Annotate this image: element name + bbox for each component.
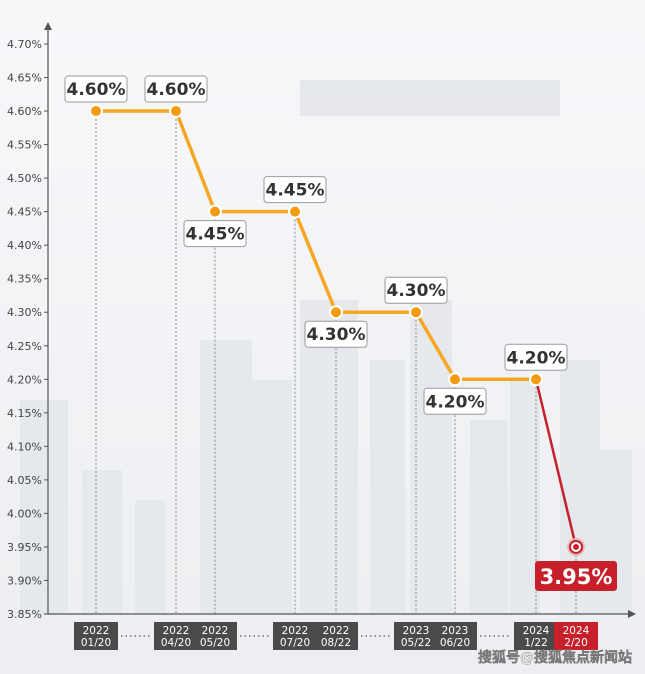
- value-label-box: [183, 220, 247, 248]
- y-tick-label: 4.35%: [7, 273, 42, 286]
- y-tick-label: 4.20%: [7, 373, 42, 386]
- date-day: 05/20: [200, 637, 230, 649]
- value-label-text: 4.20%: [507, 348, 566, 368]
- date-day: 1/22: [524, 637, 548, 649]
- date-year: 2022: [83, 625, 110, 637]
- value-label-box: [384, 276, 448, 304]
- date-box: [433, 622, 477, 650]
- date-day: 04/20: [161, 637, 191, 649]
- value-label-box: [304, 320, 368, 348]
- y-tick-label: 3.90%: [7, 574, 42, 587]
- data-value-label: 4.45%: [183, 220, 247, 248]
- y-tick-label: 4.55%: [7, 139, 42, 152]
- data-point-marker: [329, 305, 343, 320]
- x-axis-arrow: [628, 610, 636, 618]
- data-point-marker: [208, 204, 222, 219]
- date-box: [514, 622, 558, 650]
- data-value-label: 4.30%: [384, 276, 448, 304]
- value-label-text: 4.30%: [307, 325, 366, 345]
- y-tick-label: 4.60%: [7, 105, 42, 118]
- data-value-label: 4.30%: [304, 320, 368, 348]
- date-day: 05/22: [401, 637, 431, 649]
- data-point-marker: [288, 204, 302, 219]
- value-label-box: [64, 75, 128, 103]
- series-segment: [293, 209, 338, 314]
- y-tick-label: 4.45%: [7, 206, 42, 219]
- value-label-box: [504, 343, 568, 371]
- highlight-marker: [573, 543, 579, 550]
- value-label-text: 4.60%: [147, 80, 206, 100]
- highlight-label-text: 3.95%: [540, 565, 613, 589]
- y-tick-label: 4.70%: [7, 38, 42, 51]
- data-value-label: 4.60%: [64, 75, 128, 103]
- date-year: 2022: [282, 625, 309, 637]
- data-value-label: 4.20%: [423, 387, 487, 415]
- date-box: [74, 622, 118, 650]
- data-point-marker: [448, 372, 462, 387]
- value-label-text: 4.45%: [266, 181, 325, 201]
- series-segment: [414, 310, 457, 382]
- date-day: 01/20: [81, 637, 111, 649]
- date-box: [394, 622, 438, 650]
- value-label-text: 4.60%: [67, 80, 126, 100]
- data-value-label: 4.45%: [263, 176, 327, 204]
- y-tick-label: 4.10%: [7, 440, 42, 453]
- y-tick-label: 3.85%: [7, 608, 42, 621]
- date-box: [193, 622, 237, 650]
- data-point-marker: [409, 305, 423, 320]
- date-year: 2024: [523, 625, 550, 637]
- y-tick-label: 4.30%: [7, 306, 42, 319]
- data-point-marker: [169, 104, 183, 119]
- y-tick-label: 4.65%: [7, 72, 42, 85]
- date-day: 07/20: [280, 637, 310, 649]
- highlight-label-box: [535, 560, 617, 591]
- value-label-box: [423, 387, 487, 415]
- y-tick-label: 4.00%: [7, 507, 42, 520]
- date-year: 2022: [323, 625, 350, 637]
- series-segment: [174, 109, 217, 214]
- data-value-label: 4.20%: [504, 343, 568, 371]
- date-box: [154, 622, 198, 650]
- date-year: 2022: [202, 625, 229, 637]
- value-label-text: 4.20%: [426, 392, 485, 412]
- date-year: 2024: [563, 625, 590, 637]
- date-box: [554, 622, 598, 650]
- y-tick-label: 4.25%: [7, 340, 42, 353]
- y-tick-label: 3.95%: [7, 541, 42, 554]
- date-year: 2023: [403, 625, 430, 637]
- y-axis-arrow: [44, 22, 52, 30]
- date-box: [273, 622, 317, 650]
- y-tick-label: 4.50%: [7, 172, 42, 185]
- date-box: [314, 622, 358, 650]
- data-point-marker: [529, 372, 543, 387]
- data-value-label: 4.60%: [144, 75, 208, 103]
- highlight-value-label: 3.95%: [535, 560, 617, 591]
- date-day: 08/22: [321, 637, 351, 649]
- value-label-text: 4.30%: [387, 281, 446, 301]
- value-label-box: [144, 75, 208, 103]
- y-tick-label: 4.05%: [7, 474, 42, 487]
- value-label-box: [263, 176, 327, 204]
- series-segment-drop: [534, 378, 578, 549]
- y-tick-label: 4.40%: [7, 239, 42, 252]
- date-year: 2022: [163, 625, 190, 637]
- data-point-marker: [89, 104, 103, 119]
- date-day: 2/20: [564, 637, 588, 649]
- value-label-text: 4.45%: [186, 225, 245, 245]
- date-year: 2023: [442, 625, 469, 637]
- y-tick-label: 4.15%: [7, 407, 42, 420]
- date-day: 06/20: [440, 637, 470, 649]
- watermark-text: 搜狐号@搜狐焦点新闻站: [478, 649, 632, 666]
